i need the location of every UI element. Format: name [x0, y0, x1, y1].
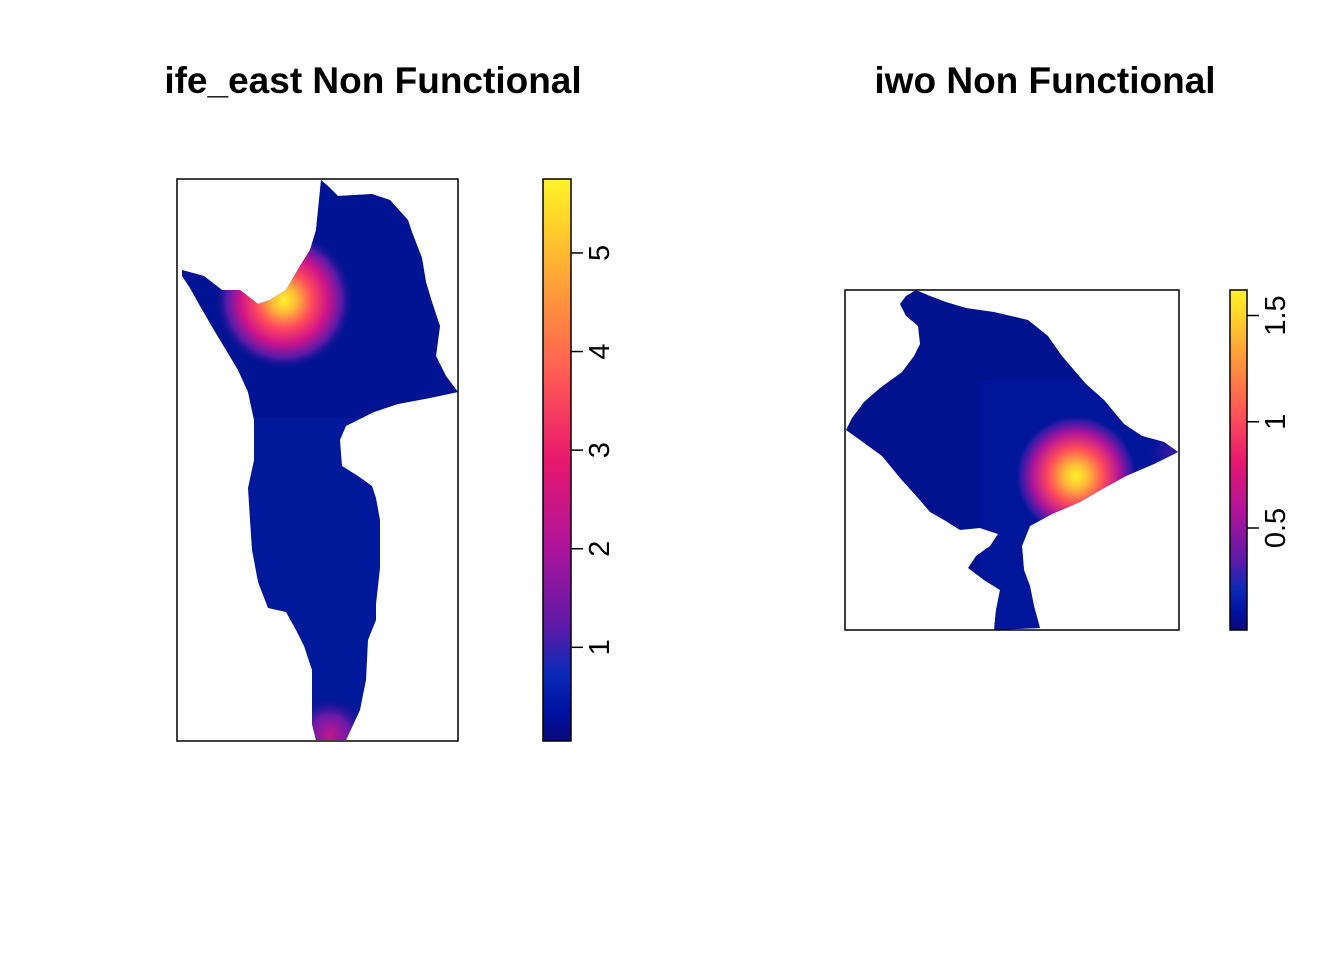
colorbar-ticks-iwo: 0.5 1 1.5: [1247, 295, 1292, 548]
colorbar-iwo: 0.5 1 1.5: [1229, 289, 1292, 631]
colorbar-tick-label-iwo-1: 1: [1260, 414, 1292, 430]
title-iwo: iwo Non Functional: [874, 60, 1215, 101]
hotspot-ife-east-main: [214, 230, 354, 370]
colorbar-ticks-ife-east: 1 2 3 4 5: [571, 245, 616, 655]
hotspot-iwo-main: [1014, 414, 1138, 538]
colorbar-tick-label-iwo-2: 1.5: [1260, 295, 1292, 335]
heatmap-ife-east: [182, 180, 458, 740]
colorbar-tick-label-ife-east-3: 4: [584, 343, 616, 359]
panel-iwo: iwo Non Functional 0.5 1 1.5: [844, 60, 1292, 631]
colorbar-tick-label-iwo-0: 0.5: [1260, 508, 1292, 548]
panel-ife-east: ife_east Non Functional 1 2 3 4 5: [164, 60, 616, 742]
plot-frame-ife-east: [176, 178, 459, 742]
heatmap-iwo: [846, 290, 1178, 630]
hotspot-iwo-edge: [1142, 424, 1178, 480]
colorbar-tick-label-ife-east-1: 2: [584, 541, 616, 557]
colorbar-tick-label-ife-east-4: 5: [584, 245, 616, 261]
plot-frame-iwo: [844, 289, 1180, 631]
colorbar-tick-label-ife-east-0: 1: [584, 639, 616, 655]
colorbar-tick-label-ife-east-2: 3: [584, 442, 616, 458]
colorbar-ramp-ife-east: [542, 178, 572, 742]
colorbar-ife-east: 1 2 3 4 5: [542, 178, 616, 742]
hotspot-ife-east-bottom: [290, 695, 370, 740]
colorbar-ramp-iwo: [1229, 289, 1248, 631]
title-ife-east: ife_east Non Functional: [164, 60, 581, 101]
